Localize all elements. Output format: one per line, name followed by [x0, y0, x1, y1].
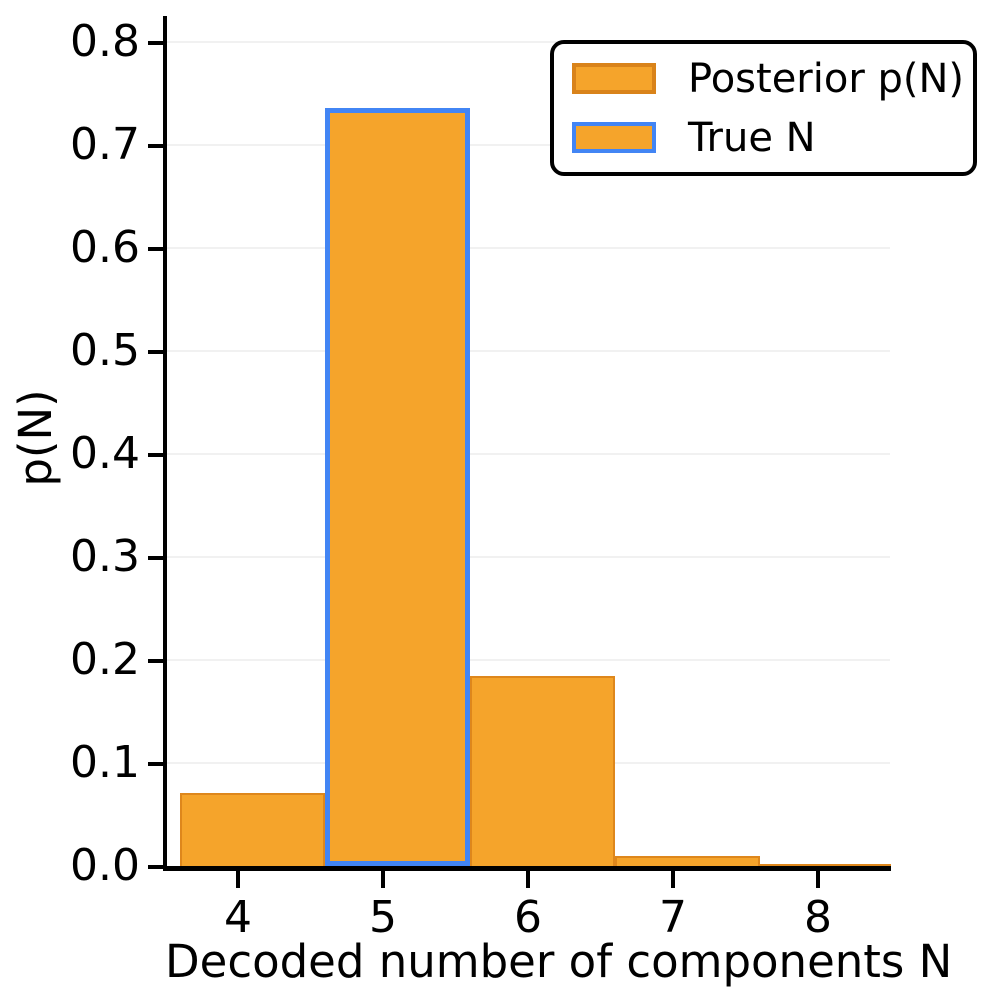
y-tick-0.1 [148, 761, 164, 766]
x-tick-label-5: 5 [369, 892, 397, 943]
y-tick-label-0.2: 0.2 [70, 634, 140, 685]
y-tick-0.4 [148, 452, 164, 457]
x-axis-spine [163, 866, 891, 871]
gridline-y-0.8 [166, 41, 890, 43]
y-tick-0.5 [148, 349, 164, 354]
y-axis-label: p(N) [9, 389, 62, 487]
x-tick-label-4: 4 [224, 892, 252, 943]
y-tick-0.3 [148, 555, 164, 560]
y-tick-label-0.1: 0.1 [70, 737, 140, 788]
x-tick-6 [526, 871, 530, 888]
legend-entry-posterior: Posterior p(N) [572, 55, 964, 103]
y-tick-label-0.8: 0.8 [70, 16, 140, 67]
gridline-y-0.6 [166, 247, 890, 249]
bar-N-4 [180, 792, 325, 871]
legend-swatch-posterior-icon [572, 63, 656, 94]
y-tick-label-0.5: 0.5 [70, 325, 140, 376]
x-tick-4 [236, 871, 240, 888]
y-tick-0.2 [148, 658, 164, 663]
y-axis-spine [163, 16, 167, 871]
x-tick-8 [816, 871, 820, 888]
x-tick-label-6: 6 [514, 892, 542, 943]
gridline-y-0.3 [166, 556, 890, 558]
y-tick-0.8 [148, 40, 164, 45]
y-tick-0.7 [148, 143, 164, 148]
bar-N-6 [470, 676, 615, 871]
y-tick-label-0.0: 0.0 [70, 840, 140, 891]
legend-label-true-n: True N [688, 114, 816, 161]
y-tick-label-0.7: 0.7 [70, 119, 140, 170]
legend-label-posterior: Posterior p(N) [688, 55, 965, 102]
x-axis-label: Decoded number of components N [165, 935, 953, 988]
legend-entry-true-n: True N [572, 114, 955, 162]
y-tick-0 [148, 864, 164, 869]
x-tick-5 [381, 871, 385, 888]
y-tick-label-0.3: 0.3 [70, 531, 140, 582]
bars-layer [165, 14, 891, 872]
x-tick-label-8: 8 [804, 892, 832, 943]
x-tick-7 [671, 871, 675, 888]
x-tick-label-7: 7 [659, 892, 687, 943]
y-tick-label-0.6: 0.6 [70, 222, 140, 273]
legend-swatch-true-n-icon [572, 122, 656, 153]
bar-N-5-true [325, 107, 470, 866]
gridline-y-0.5 [166, 350, 890, 352]
legend: Posterior p(N) True N [550, 40, 977, 176]
gridline-y-0.2 [166, 659, 890, 661]
y-tick-label-0.4: 0.4 [70, 428, 140, 479]
gridline-y-0.4 [166, 453, 890, 455]
y-tick-0.6 [148, 246, 164, 251]
gridline-y-0.7 [166, 144, 890, 146]
